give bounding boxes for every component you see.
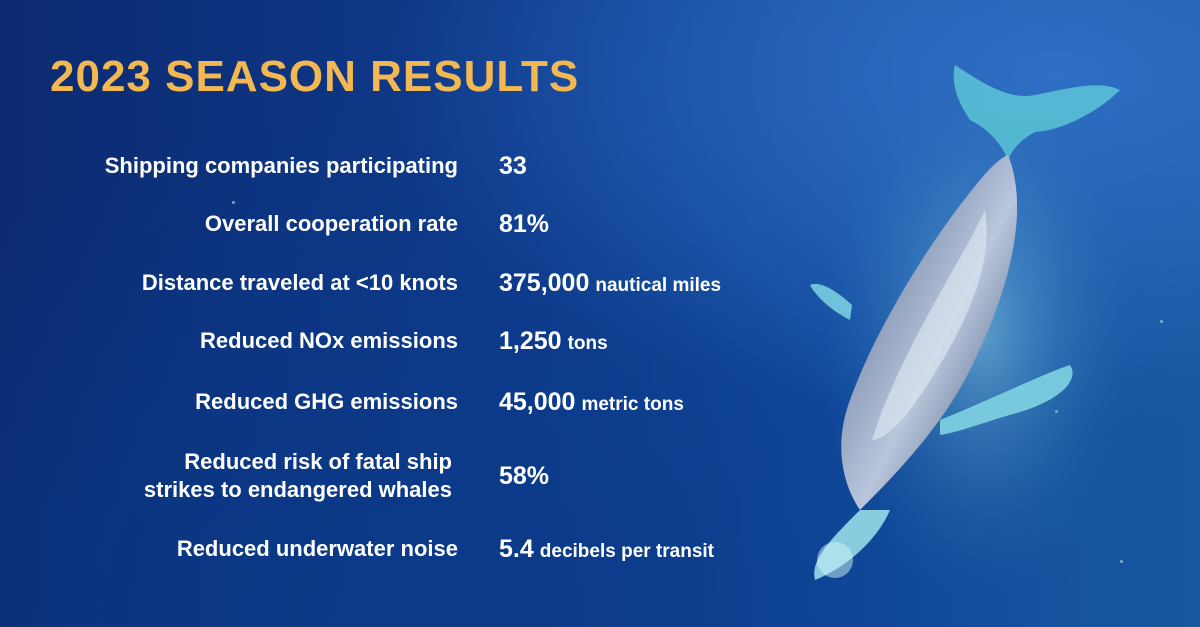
stat-value: 81% (499, 210, 549, 242)
stat-value: 1,250 tons (499, 327, 608, 359)
stat-unit: metric tons (581, 394, 684, 415)
stat-number: 5.4 (499, 535, 534, 563)
stat-number: 1,250 (499, 327, 562, 355)
stat-value: 58% (499, 462, 549, 494)
stat-unit: decibels per transit (539, 541, 714, 562)
stat-value: 45,000 metric tons (499, 388, 684, 420)
stat-number: 58% (499, 462, 550, 490)
stat-label: Reduced underwater noise (176, 536, 458, 561)
stat-value: 5.4 decibels per transit (499, 535, 714, 567)
stat-label: Reduced GHG emissions (195, 389, 458, 414)
water-sparkle (1160, 320, 1163, 323)
water-sparkle (1120, 560, 1123, 563)
stat-number: 45,000 (499, 388, 576, 416)
stat-number: 81% (499, 210, 550, 238)
stat-number: 375,000 (499, 269, 590, 297)
stat-label: Reduced NOx emissions (200, 328, 458, 353)
humpback-whale-image (810, 60, 1140, 600)
water-sparkle (232, 201, 235, 204)
stat-value: 375,000 nautical miles (499, 269, 721, 301)
stat-value: 33 (499, 152, 527, 184)
stat-unit: tons (567, 333, 608, 354)
stat-unit: nautical miles (595, 275, 722, 296)
stat-label-line: Reduced risk of fatal ship (184, 449, 452, 474)
stat-number: 33 (499, 152, 527, 180)
stat-label-line: strikes to endangered whales (143, 477, 452, 502)
stat-label: Distance traveled at <10 knots (141, 270, 458, 295)
stat-label: Shipping companies participating (104, 153, 458, 178)
stat-label: Reduced risk of fatal ship strikes to en… (144, 448, 452, 504)
page-title: 2023 SEASON RESULTS (50, 52, 580, 101)
stat-label: Overall cooperation rate (204, 211, 458, 236)
